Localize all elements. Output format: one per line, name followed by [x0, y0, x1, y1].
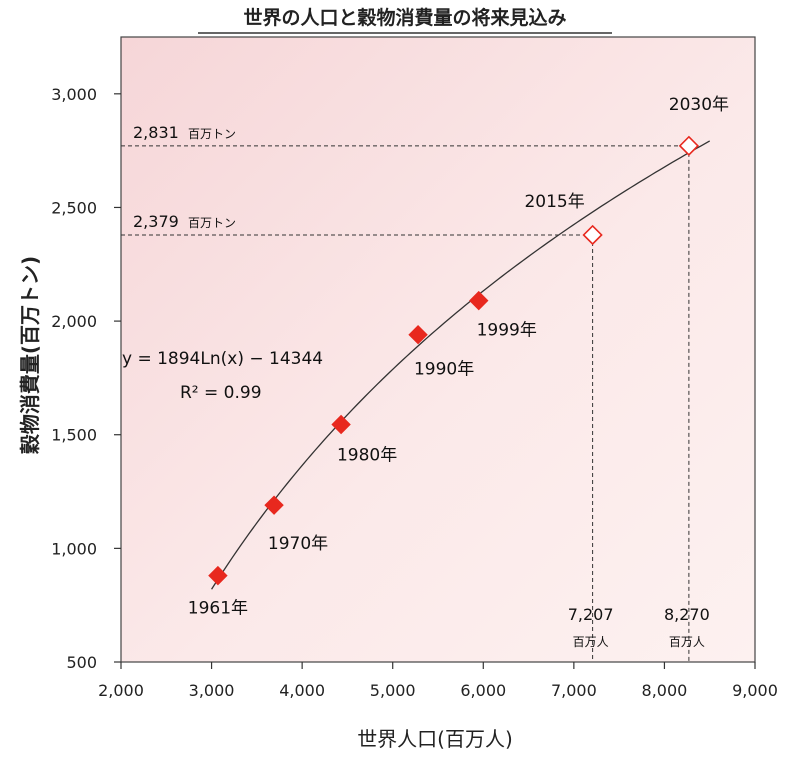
y-tick-label: 3,000: [51, 85, 97, 104]
trendline-equation: y = 1894Ln(x) − 14344: [122, 349, 323, 369]
reference-lines: 2,379 百万トン 7,207 百万人 2,831 百万トン 8,270 百万人: [121, 123, 710, 662]
x-tick-label: 7,000: [551, 681, 597, 700]
ref-x-unit: 百万人: [669, 635, 705, 649]
ref-x-value: 7,207: [568, 605, 614, 624]
data-point-projected: [582, 224, 603, 246]
x-tick-label: 2,000: [98, 681, 144, 700]
x-tick-label: 9,000: [732, 681, 778, 700]
data-point-label: 1999年: [477, 321, 537, 341]
data-point-label: 2015年: [524, 192, 584, 212]
y-tick-label: 1,000: [51, 539, 97, 558]
x-tick-label: 4,000: [279, 681, 325, 700]
data-point-filled: [264, 495, 284, 515]
y-tick-label: 2,000: [51, 312, 97, 331]
data-point-filled: [331, 414, 351, 435]
chart-title: 世界の人口と穀物消費量の将来見込み: [243, 6, 566, 29]
data-point-filled: [208, 565, 228, 586]
y-tick-label: 2,500: [51, 198, 97, 217]
data-point-label: 1961年: [188, 599, 248, 619]
ref-x-value: 8,270: [664, 605, 710, 624]
ref-y-unit: 百万トン: [188, 127, 236, 141]
plot-area: [120, 36, 756, 663]
data-point-label: 1980年: [337, 446, 397, 466]
data-point-filled: [408, 325, 428, 345]
y-tick-label: 1,500: [51, 426, 97, 445]
y-axis-title: 穀物消費量(百万トン): [18, 256, 42, 454]
r-squared-label: R² = 0.99: [180, 383, 262, 403]
trendline: [211, 140, 711, 590]
x-tick-label: 8,000: [642, 681, 688, 700]
data-point-label: 2030年: [669, 95, 729, 115]
data-point-projected: [678, 135, 700, 156]
data-point-filled: [469, 290, 489, 311]
axis-ticks: 2,000 3,000 4,000 5,000 6,000 7,000 8,000 9,000…: [51, 85, 778, 700]
x-tick-label: 6,000: [460, 681, 506, 700]
y-tick-label: 500: [66, 653, 97, 672]
data-point-label: 1970年: [268, 534, 328, 554]
x-axis-title: 世界人口(百万人): [357, 727, 513, 751]
ref-y-value: 2,379: [133, 212, 179, 231]
ref-y-unit: 百万トン: [188, 216, 236, 230]
x-tick-label: 3,000: [189, 681, 235, 700]
x-tick-label: 5,000: [370, 681, 416, 700]
ref-x-unit: 百万人: [573, 635, 609, 649]
data-point-label: 1990年: [414, 360, 474, 380]
ref-y-value: 2,831: [133, 123, 179, 142]
